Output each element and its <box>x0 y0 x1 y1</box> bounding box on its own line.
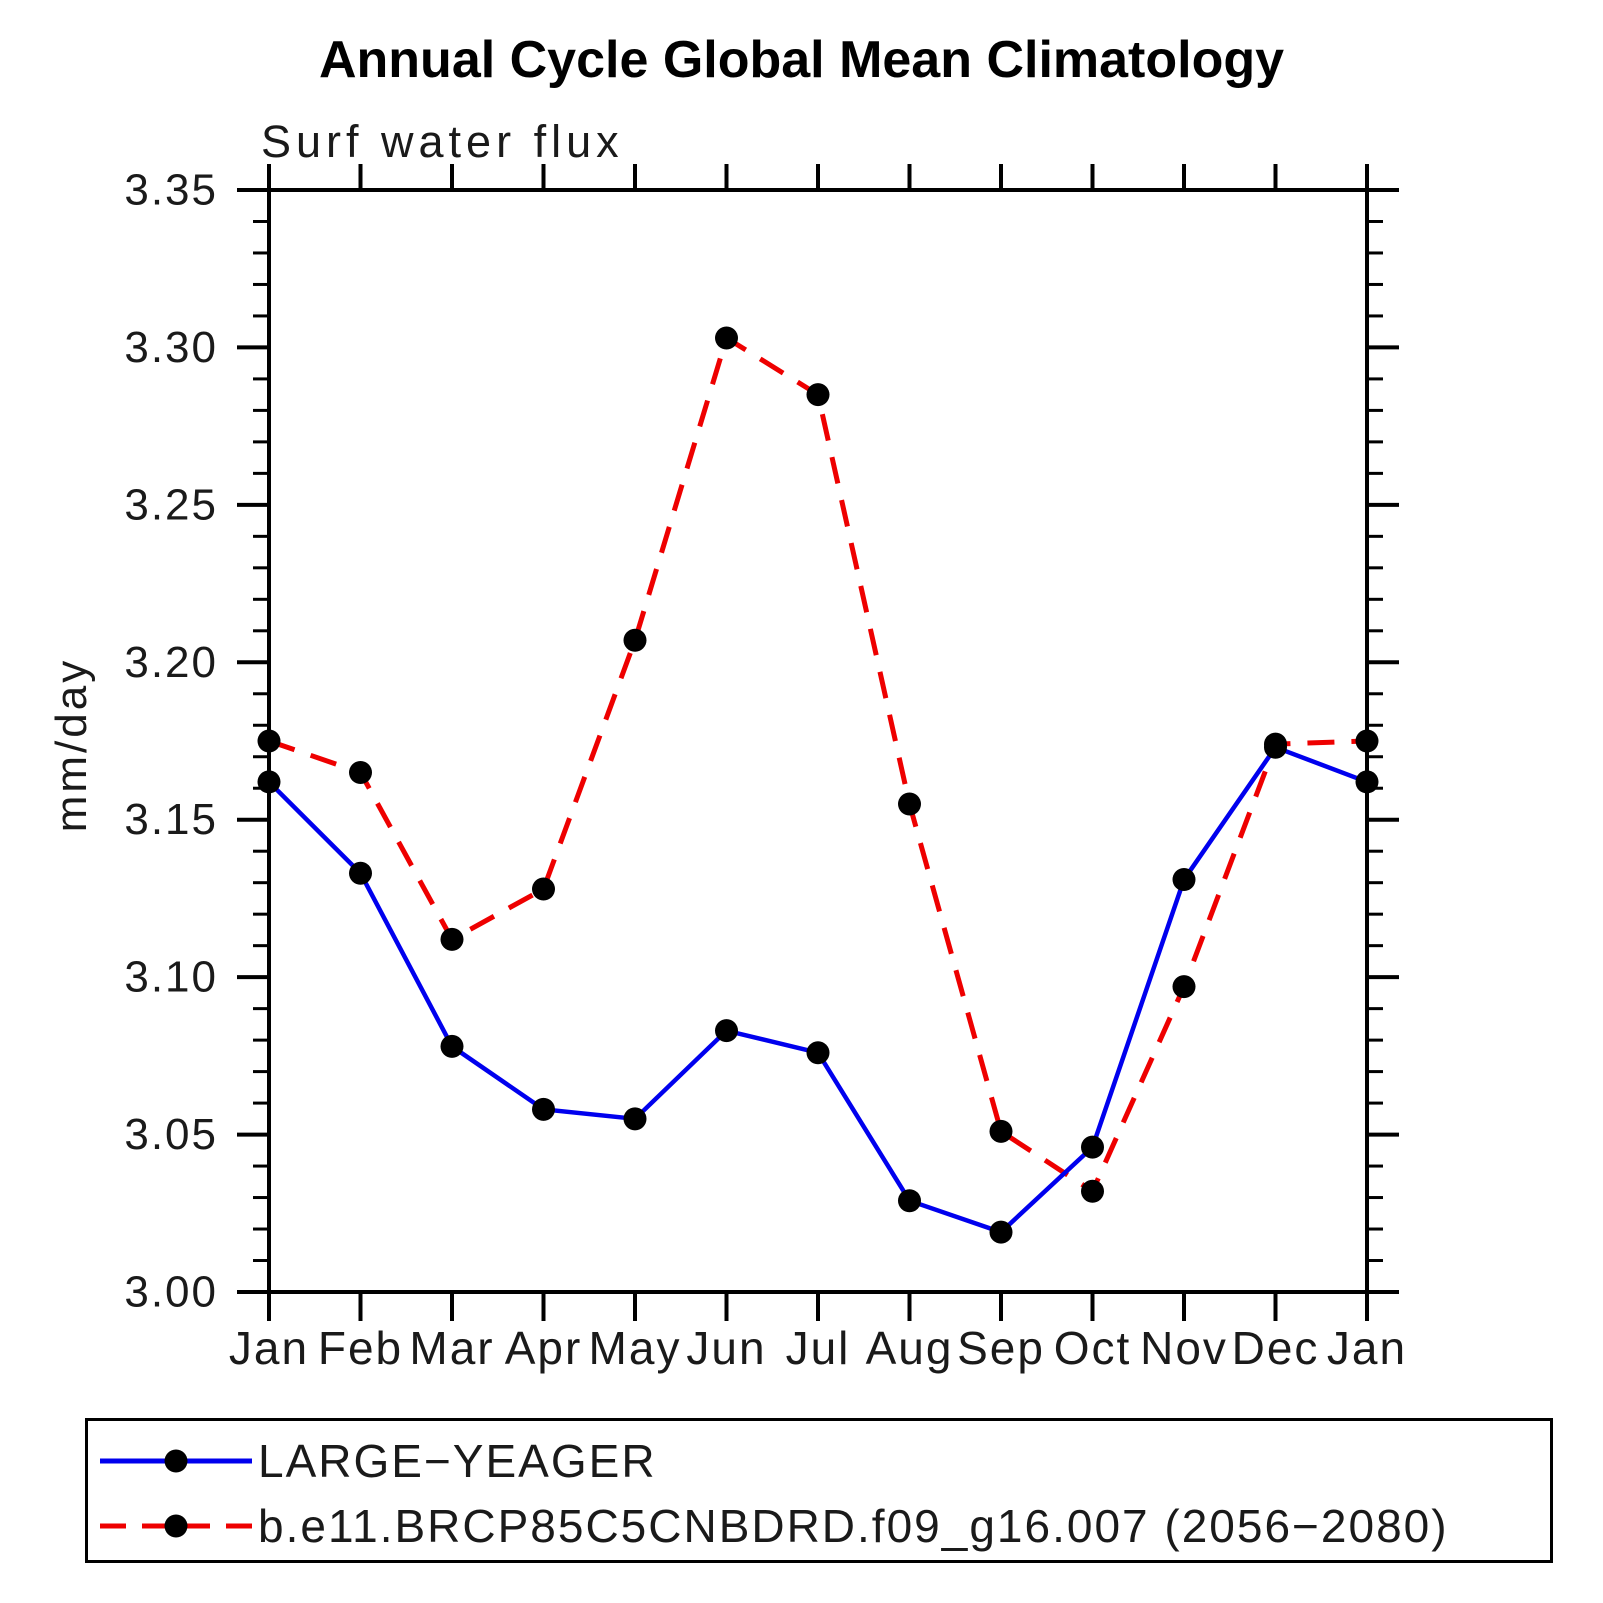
data-point-marker-large-yeager <box>623 1107 647 1131</box>
chart-subtitle: Surf water flux <box>261 116 624 167</box>
data-point-marker-large-yeager <box>1355 770 1379 794</box>
data-point-marker-large-yeager <box>532 1097 555 1121</box>
y-axis-tick-label: 3.10 <box>124 953 218 1002</box>
data-point-marker-model-run <box>1081 1179 1104 1203</box>
data-point-marker-large-yeager <box>898 1189 921 1213</box>
legend-entry-large-yeager: LARGE−YEAGER <box>88 1435 657 1487</box>
y-axis-tick-label: 3.20 <box>124 638 218 687</box>
x-axis-tick-label: Jan <box>229 1322 309 1374</box>
data-point-marker-model-run <box>257 729 281 753</box>
x-axis-tick-label: Feb <box>318 1322 403 1374</box>
data-point-marker-model-run <box>806 383 830 407</box>
data-point-marker-large-yeager <box>257 770 281 794</box>
data-point-marker-model-run <box>532 877 555 901</box>
legend-line-sample-solid <box>100 1449 252 1473</box>
x-axis-tick-label: Jul <box>786 1322 851 1374</box>
x-axis-tick-label: Aug <box>866 1322 954 1374</box>
data-point-marker-large-yeager <box>440 1034 464 1058</box>
y-axis-tick-label: 3.00 <box>124 1268 218 1317</box>
y-axis-tick-label: 3.05 <box>124 1110 218 1159</box>
y-axis-tick-label: 3.15 <box>124 795 218 844</box>
data-point-marker-large-yeager <box>1172 868 1196 892</box>
data-point-marker-large-yeager <box>806 1041 830 1065</box>
x-axis-tick-label: Dec <box>1232 1322 1320 1374</box>
series-line-large-yeager <box>267 744 1368 1235</box>
data-point-marker-model-run <box>440 927 464 951</box>
data-point-marker-model-run <box>1172 975 1196 999</box>
x-axis-tick-label: Jun <box>686 1322 766 1374</box>
data-point-marker-large-yeager <box>349 861 372 885</box>
x-axis-tick-label: Sep <box>957 1322 1045 1374</box>
x-axis-tick-label: May <box>589 1322 682 1374</box>
x-axis-tick-label: Jan <box>1327 1322 1407 1374</box>
data-point-marker-large-yeager <box>1081 1135 1104 1159</box>
x-axis-tick-label: Nov <box>1140 1322 1228 1374</box>
data-point-marker-model-run <box>623 628 647 652</box>
data-point-marker-model-run <box>989 1119 1013 1143</box>
legend-entry-model-run: b.e11.BRCP85C5CNBDRD.f09_g16.007 (2056−2… <box>88 1500 1449 1552</box>
data-point-marker-large-yeager <box>715 1019 738 1043</box>
data-point-marker-model-run <box>715 326 738 350</box>
legend-line-sample-dashed <box>100 1514 252 1538</box>
data-point-marker-model-run <box>1355 729 1379 753</box>
chart-title: Annual Cycle Global Mean Climatology <box>318 31 1285 89</box>
y-axis-tick-label: 3.25 <box>124 480 218 529</box>
x-axis-tick-label: Apr <box>505 1322 583 1374</box>
data-point-marker-large-yeager <box>989 1220 1013 1244</box>
data-point-marker-model-run <box>1264 732 1287 756</box>
data-point-marker-model-run <box>349 760 372 784</box>
legend-label-large-yeager: LARGE−YEAGER <box>258 1435 657 1487</box>
legend-marker-dot-icon <box>164 1449 188 1473</box>
y-axis-tick-label: 3.30 <box>124 323 218 372</box>
x-axis-tick-label: Oct <box>1054 1322 1132 1374</box>
legend-label-model-run: b.e11.BRCP85C5CNBDRD.f09_g16.007 (2056−2… <box>258 1500 1449 1552</box>
data-point-marker-model-run <box>898 792 921 816</box>
y-axis-tick-label: 3.35 <box>124 166 218 215</box>
legend-box: LARGE−YEAGER b.e11.BRCP85C5CNBDRD.f09_g1… <box>85 1418 1553 1563</box>
x-axis-tick-label: Mar <box>409 1322 494 1374</box>
legend-marker-dot-icon <box>164 1514 188 1538</box>
